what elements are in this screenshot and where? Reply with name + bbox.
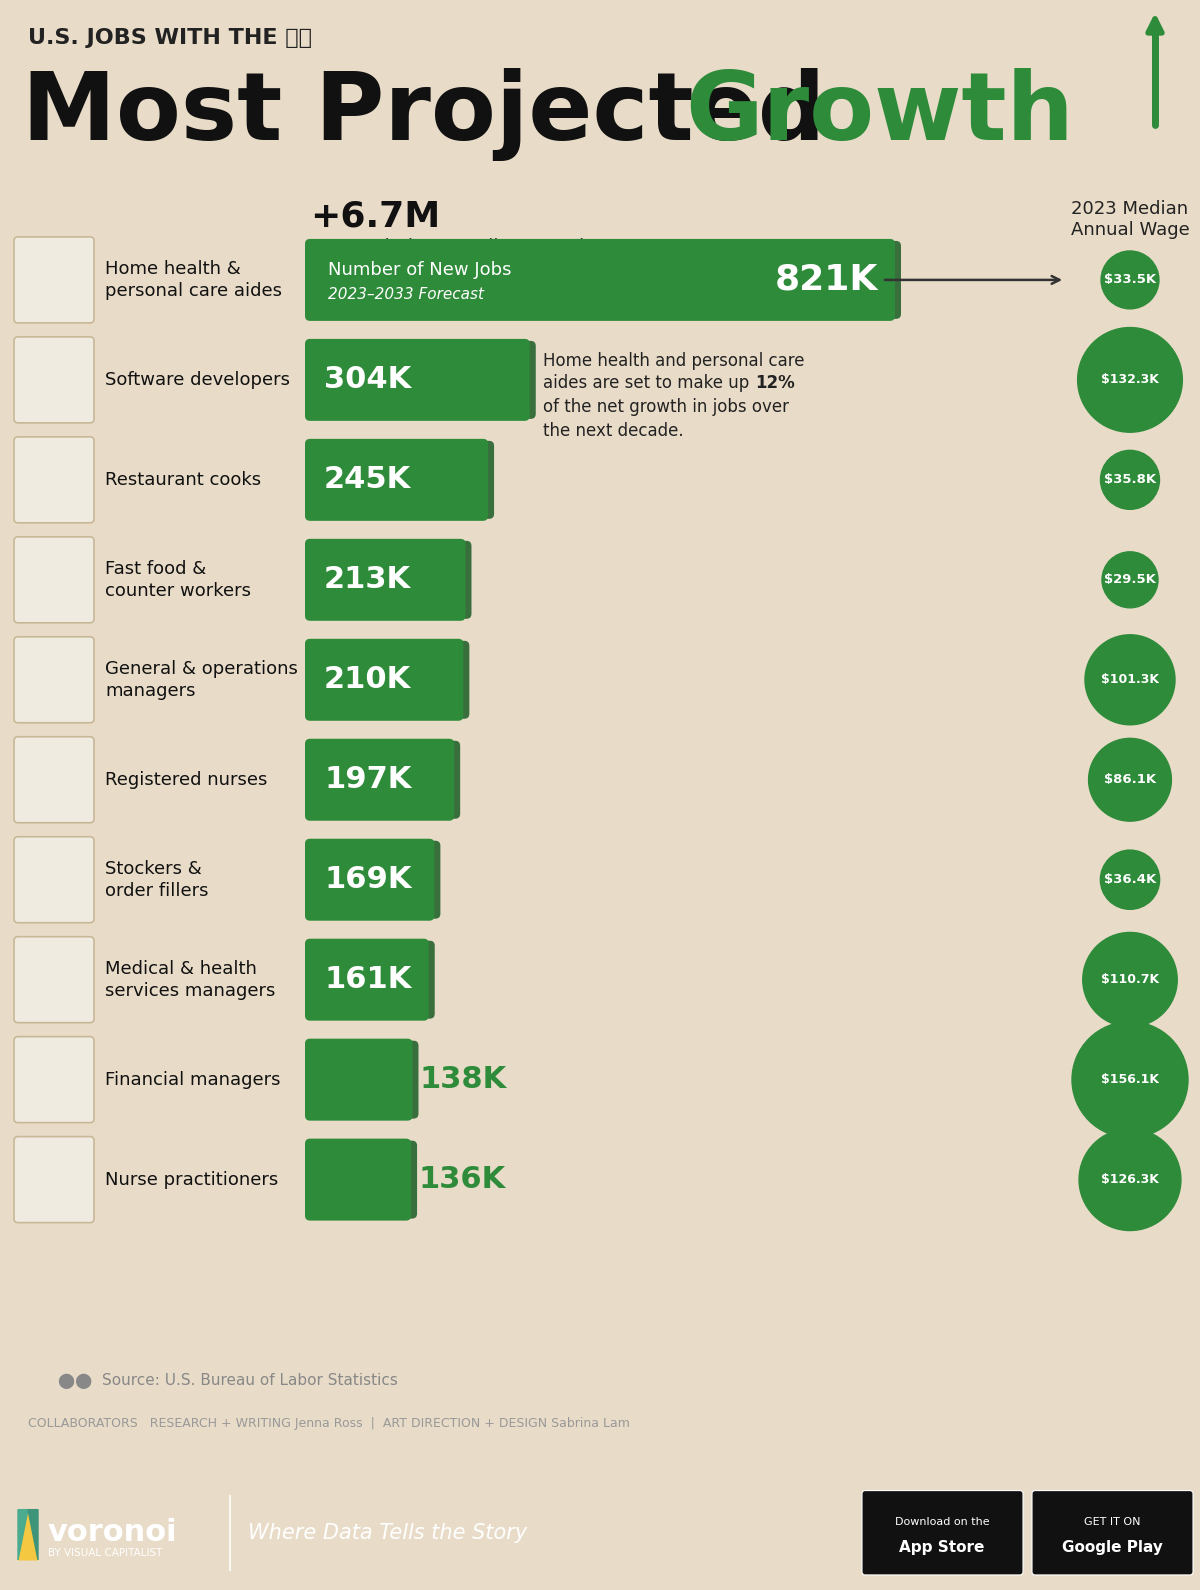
Text: 12%: 12%: [755, 374, 794, 391]
FancyBboxPatch shape: [305, 339, 529, 421]
FancyBboxPatch shape: [311, 340, 535, 418]
Text: GET IT ON: GET IT ON: [1084, 1517, 1140, 1526]
FancyBboxPatch shape: [305, 539, 466, 620]
Text: Financial managers: Financial managers: [106, 1070, 281, 1089]
FancyBboxPatch shape: [311, 1140, 418, 1218]
Text: 213K: 213K: [324, 566, 412, 595]
Text: $86.1K: $86.1K: [1104, 773, 1156, 785]
Text: Growth: Growth: [685, 68, 1074, 161]
Circle shape: [1085, 634, 1175, 725]
Text: $35.8K: $35.8K: [1104, 474, 1156, 487]
Text: 197K: 197K: [324, 765, 412, 795]
FancyBboxPatch shape: [14, 636, 94, 723]
Text: Registered nurses: Registered nurses: [106, 771, 268, 789]
FancyBboxPatch shape: [305, 439, 488, 522]
Text: $156.1K: $156.1K: [1102, 1073, 1159, 1086]
Text: Restaurant cooks: Restaurant cooks: [106, 471, 262, 488]
Text: $110.7K: $110.7K: [1100, 973, 1159, 986]
Text: the next decade.: the next decade.: [542, 421, 683, 440]
FancyBboxPatch shape: [1032, 1490, 1193, 1576]
Text: 136K: 136K: [418, 1165, 505, 1194]
FancyBboxPatch shape: [311, 440, 494, 518]
Text: General & operations
managers: General & operations managers: [106, 660, 298, 700]
Text: Number of New Jobs: Number of New Jobs: [328, 261, 511, 278]
Text: 138K: 138K: [420, 1065, 506, 1094]
Circle shape: [1088, 738, 1171, 820]
FancyBboxPatch shape: [14, 1137, 94, 1223]
FancyBboxPatch shape: [311, 941, 434, 1019]
FancyBboxPatch shape: [305, 739, 454, 820]
FancyBboxPatch shape: [305, 1138, 412, 1221]
Text: Home health &
personal care aides: Home health & personal care aides: [106, 259, 282, 301]
Circle shape: [1100, 851, 1159, 909]
Text: 161K: 161K: [324, 965, 412, 994]
FancyBboxPatch shape: [14, 337, 94, 423]
Text: Google Play: Google Play: [1062, 1541, 1163, 1555]
Circle shape: [1082, 932, 1177, 1027]
FancyBboxPatch shape: [14, 736, 94, 822]
Text: +6.7M: +6.7M: [310, 200, 440, 234]
Text: COLLABORATORS   RESEARCH + WRITING Jenna Ross  |  ART DIRECTION + DESIGN Sabrina: COLLABORATORS RESEARCH + WRITING Jenna R…: [28, 1417, 630, 1429]
FancyBboxPatch shape: [311, 641, 469, 719]
Circle shape: [1100, 450, 1159, 509]
Text: 821K: 821K: [775, 262, 878, 297]
Circle shape: [1102, 251, 1159, 308]
Text: Nurse practitioners: Nurse practitioners: [106, 1170, 278, 1189]
Text: 210K: 210K: [324, 665, 412, 695]
Text: Software developers: Software developers: [106, 370, 290, 390]
Text: ⬤⬤  Source: U.S. Bureau of Labor Statistics: ⬤⬤ Source: U.S. Bureau of Labor Statisti…: [58, 1372, 398, 1388]
FancyBboxPatch shape: [14, 437, 94, 523]
FancyBboxPatch shape: [14, 836, 94, 922]
FancyBboxPatch shape: [305, 1038, 413, 1121]
Text: 2023 Median
Annual Wage: 2023 Median Annual Wage: [1070, 200, 1189, 238]
Circle shape: [1079, 1129, 1181, 1231]
Text: $126.3K: $126.3K: [1102, 1173, 1159, 1186]
FancyBboxPatch shape: [311, 541, 472, 619]
Circle shape: [1072, 1022, 1188, 1137]
FancyBboxPatch shape: [311, 1041, 419, 1119]
Text: Home health and personal care: Home health and personal care: [542, 351, 804, 370]
Text: Net Total Change, All Occupations: Net Total Change, All Occupations: [310, 238, 616, 256]
FancyBboxPatch shape: [862, 1490, 1022, 1576]
FancyBboxPatch shape: [305, 238, 895, 321]
Text: $29.5K: $29.5K: [1104, 574, 1156, 587]
FancyBboxPatch shape: [14, 537, 94, 623]
Text: Most Projected: Most Projected: [22, 68, 858, 161]
FancyBboxPatch shape: [305, 938, 428, 1021]
Text: BY VISUAL CAPITALIST: BY VISUAL CAPITALIST: [48, 1549, 162, 1558]
Text: Download on the: Download on the: [895, 1517, 989, 1526]
FancyBboxPatch shape: [311, 841, 440, 919]
FancyBboxPatch shape: [311, 741, 460, 819]
Text: U.S. JOBS WITH THE 🇺🇸: U.S. JOBS WITH THE 🇺🇸: [28, 29, 312, 48]
Text: aides are set to make up: aides are set to make up: [542, 374, 755, 391]
Text: $33.5K: $33.5K: [1104, 273, 1156, 286]
FancyBboxPatch shape: [311, 242, 901, 320]
Circle shape: [1102, 552, 1158, 607]
Text: voronoi: voronoi: [48, 1518, 178, 1547]
Text: 304K: 304K: [324, 366, 412, 394]
FancyBboxPatch shape: [14, 937, 94, 1022]
Text: of the net growth in jobs over: of the net growth in jobs over: [542, 398, 788, 417]
Text: $101.3K: $101.3K: [1102, 673, 1159, 687]
FancyBboxPatch shape: [305, 639, 463, 720]
Text: Stockers &
order fillers: Stockers & order fillers: [106, 860, 209, 900]
Polygon shape: [18, 1509, 28, 1560]
Text: Fast food &
counter workers: Fast food & counter workers: [106, 560, 251, 599]
Text: Medical & health
services managers: Medical & health services managers: [106, 960, 275, 1000]
FancyBboxPatch shape: [305, 840, 434, 921]
Circle shape: [1078, 328, 1182, 432]
FancyBboxPatch shape: [14, 237, 94, 323]
Text: App Store: App Store: [899, 1541, 985, 1555]
Text: 2023–2033 Forecast: 2023–2033 Forecast: [328, 288, 484, 302]
Text: $132.3K: $132.3K: [1102, 374, 1159, 386]
Text: Where Data Tells the Story: Where Data Tells the Story: [248, 1523, 527, 1542]
Polygon shape: [18, 1509, 38, 1560]
Text: $36.4K: $36.4K: [1104, 873, 1156, 886]
Polygon shape: [28, 1509, 38, 1560]
FancyBboxPatch shape: [14, 1037, 94, 1123]
Text: 169K: 169K: [324, 865, 412, 894]
Text: 245K: 245K: [324, 466, 412, 494]
